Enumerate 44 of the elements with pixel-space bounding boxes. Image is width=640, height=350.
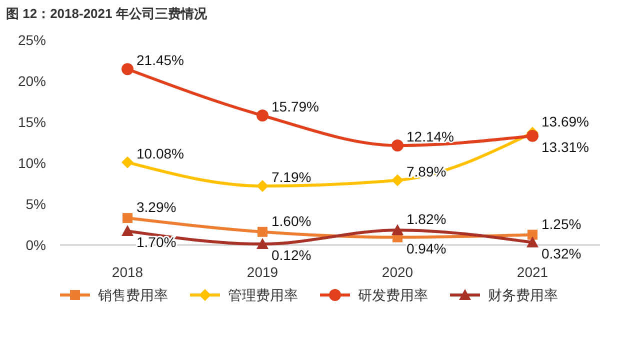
data-label: 13.31%	[542, 138, 589, 155]
legend-label: 销售费用率	[97, 287, 168, 303]
y-tick-label: 5%	[26, 196, 46, 212]
data-label: 21.45%	[136, 52, 184, 68]
y-tick-label: 10%	[18, 155, 46, 171]
point	[122, 225, 134, 236]
data-label: 0.94%	[406, 240, 446, 256]
data-label: 0.32%	[542, 245, 582, 262]
data-label: 7.19%	[272, 169, 312, 186]
data-label: 1.25%	[542, 216, 582, 232]
data-label: 1.70%	[136, 234, 176, 250]
point	[122, 156, 134, 168]
point	[122, 63, 134, 76]
point	[256, 238, 268, 250]
y-tick-label: 0%	[26, 237, 46, 253]
chart-title: 图 12：2018-2021 年公司三费情况	[6, 6, 208, 21]
x-tick-label: 2018	[112, 264, 144, 280]
data-label: 15.79%	[272, 98, 319, 115]
legend-label: 管理费用率	[228, 287, 298, 303]
data-label: 1.60%	[272, 212, 312, 229]
point	[256, 180, 268, 192]
point	[392, 139, 404, 152]
y-tick-label: 15%	[18, 114, 46, 130]
data-label: 10.08%	[136, 145, 184, 162]
point	[258, 226, 268, 237]
point	[528, 230, 538, 240]
point	[526, 236, 538, 248]
point	[122, 213, 132, 224]
point	[392, 224, 404, 236]
data-label: 1.82%	[406, 211, 446, 228]
data-label: 12.14%	[406, 128, 454, 144]
data-label: 13.69%	[542, 114, 589, 130]
x-tick-label: 2020	[382, 264, 414, 280]
x-tick-label: 2021	[516, 264, 548, 280]
point	[392, 174, 404, 186]
legend-label: 财务费用率	[488, 287, 558, 303]
x-tick-label: 2019	[246, 264, 278, 280]
data-label: 3.29%	[136, 199, 176, 216]
y-tick-label: 25%	[18, 32, 46, 48]
data-label: 0.12%	[272, 247, 312, 264]
point	[526, 130, 538, 142]
y-tick-label: 20%	[18, 73, 46, 89]
legend-label: 研发费用率	[358, 287, 428, 303]
point	[256, 110, 268, 122]
